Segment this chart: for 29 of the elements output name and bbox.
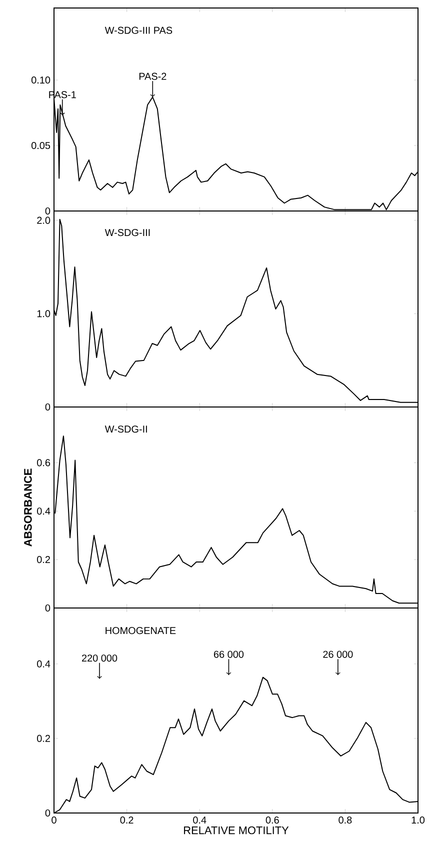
y-tick-label: 0 [45,604,50,612]
x-tick-label: 0.2 [120,816,134,824]
x-axis-title: RELATIVE MOTILITY [184,826,289,834]
y-tick-label: 0 [45,809,50,817]
y-tick-label: 0 [45,207,50,215]
text: W-SDG-III PAS [104,26,172,34]
y-tick-label: 0.2 [37,734,50,742]
x-tick-label: 1.0 [412,816,425,824]
y-tick-label: 0.10 [31,76,50,84]
text: W-SDG-III [104,229,150,236]
y-tick-label: 1.0 [37,310,50,318]
y-tick-label: 0.4 [37,508,50,515]
text: HOMOGENATE [106,627,176,634]
annotation: PAS-2 [139,72,166,80]
y-tick-label: 0.6 [37,459,50,466]
annotation: 66 000 [214,650,244,658]
annotation: 220 000 [82,654,118,662]
y-axis-title: ABSORBANCE [24,468,32,547]
text: W-SDG-II [104,426,147,433]
x-tick-label: 0.4 [193,816,206,824]
y-tick-label: 0.05 [31,142,50,150]
y-tick-label: 0.2 [37,556,50,564]
x-tick-label: 0.6 [266,816,279,824]
y-tick-label: 2.0 [37,216,50,224]
y-tick-label: 0 [45,403,50,411]
x-tick-label: 0 [52,816,56,824]
y-tick-label: 0.4 [37,660,50,668]
annotation: 26 000 [323,650,353,658]
x-tick-label: 0.8 [338,816,352,824]
